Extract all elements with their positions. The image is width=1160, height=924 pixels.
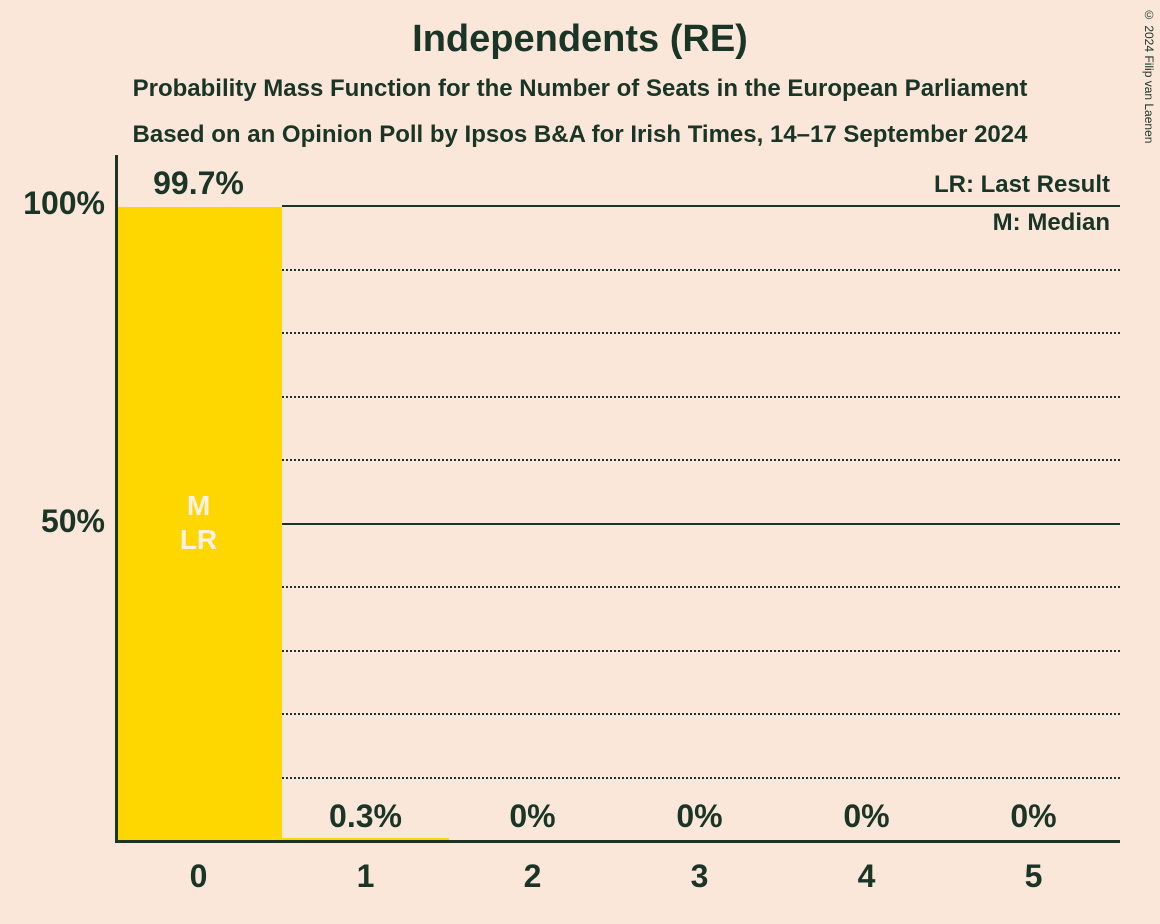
bar-value-label: 0%	[783, 798, 950, 835]
gridline-minor	[282, 586, 1120, 588]
bar-value-label: 0.3%	[282, 798, 449, 835]
bar-marker-text: MLR	[115, 489, 282, 556]
x-axis-tick-label: 3	[616, 858, 783, 895]
gridline-minor	[282, 332, 1120, 334]
chart-title: Independents (RE)	[0, 0, 1160, 61]
gridline-minor	[282, 459, 1120, 461]
gridline-minor	[282, 713, 1120, 715]
chart-plot-area: MLR99.7%00.3%10%20%30%40%550%100%LR: Las…	[115, 185, 1120, 855]
gridline-minor	[282, 777, 1120, 779]
x-axis-line	[115, 840, 1120, 843]
chart-subtitle-2: Based on an Opinion Poll by Ipsos B&A fo…	[0, 121, 1160, 149]
x-axis-tick-label: 2	[449, 858, 616, 895]
x-axis-tick-label: 1	[282, 858, 449, 895]
legend-lr: LR: Last Result	[934, 171, 1110, 199]
x-axis-tick-label: 4	[783, 858, 950, 895]
gridline-major	[282, 523, 1120, 525]
x-axis-tick-label: 0	[115, 858, 282, 895]
bar-value-label: 0%	[616, 798, 783, 835]
gridline-minor	[282, 396, 1120, 398]
y-axis-tick-label: 50%	[10, 503, 105, 540]
gridline-minor	[282, 650, 1120, 652]
copyright-text: © 2024 Filip van Laenen	[1142, 8, 1156, 143]
gridline-minor	[282, 269, 1120, 271]
chart-subtitle-1: Probability Mass Function for the Number…	[0, 75, 1160, 103]
gridline-major	[282, 205, 1120, 207]
y-axis-line	[115, 155, 118, 840]
bar-value-label: 99.7%	[115, 165, 282, 202]
x-axis-tick-label: 5	[950, 858, 1117, 895]
bar-value-label: 0%	[950, 798, 1117, 835]
legend-m: M: Median	[993, 209, 1110, 237]
y-axis-tick-label: 100%	[10, 185, 105, 222]
bar-value-label: 0%	[449, 798, 616, 835]
